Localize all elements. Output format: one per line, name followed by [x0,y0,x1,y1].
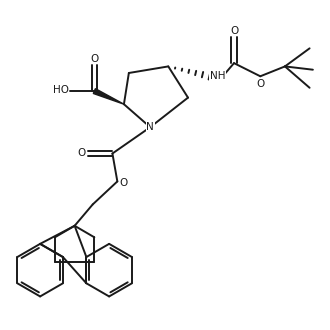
Text: O: O [119,178,127,188]
Text: O: O [230,26,238,36]
Text: HO: HO [52,85,69,95]
Text: O: O [257,79,265,88]
Text: O: O [78,148,86,158]
Text: N: N [146,122,154,132]
Polygon shape [93,89,124,104]
Text: O: O [90,54,98,64]
Text: NH: NH [210,71,225,81]
